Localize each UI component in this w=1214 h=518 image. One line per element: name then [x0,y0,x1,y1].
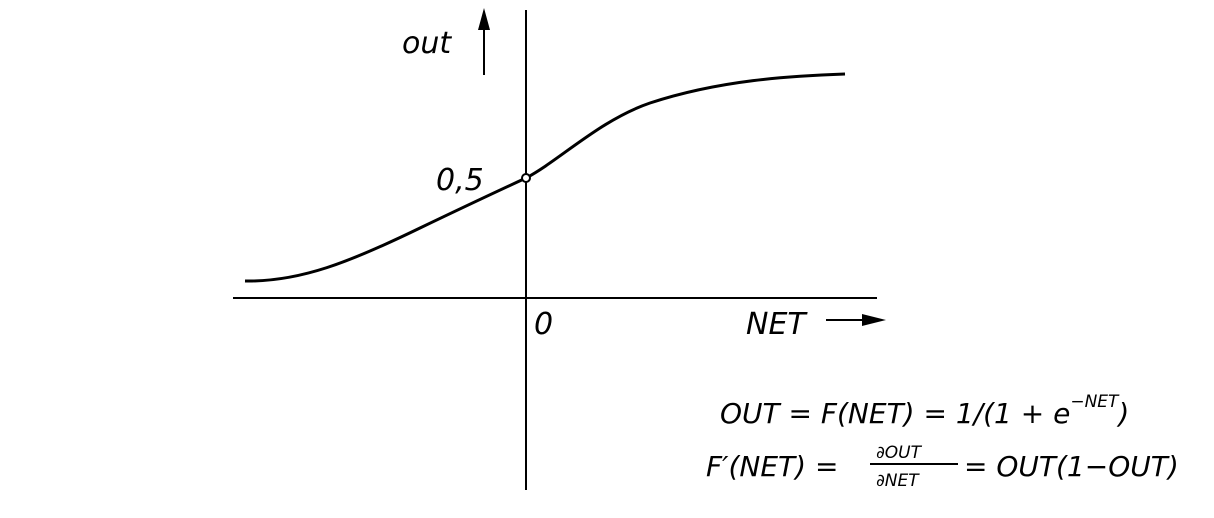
formula-out: OUT = F(NET) = 1/(1 + e−NET) [720,392,1129,430]
y-label: out [402,26,452,61]
formula-lhs: OUT = F(NET) = 1/(1 + e [720,397,1070,430]
y-arrowhead [478,8,490,30]
derivative-numerator: ∂OUT [876,443,923,463]
formula-tail: ) [1116,397,1129,430]
origin-label: 0 [534,307,553,342]
x-label: NET [746,307,808,342]
sigmoid-curve [244,72,846,283]
derivative-denominator: ∂NET [876,471,920,491]
x-arrowhead [862,314,886,326]
point-label: 0,5 [436,163,484,198]
derivative-lhs: F′(NET) = [706,450,838,483]
derivative-rhs: = OUT(1−OUT) [964,450,1179,483]
formula-exponent: −NET [1070,392,1120,412]
midpoint [521,173,531,183]
